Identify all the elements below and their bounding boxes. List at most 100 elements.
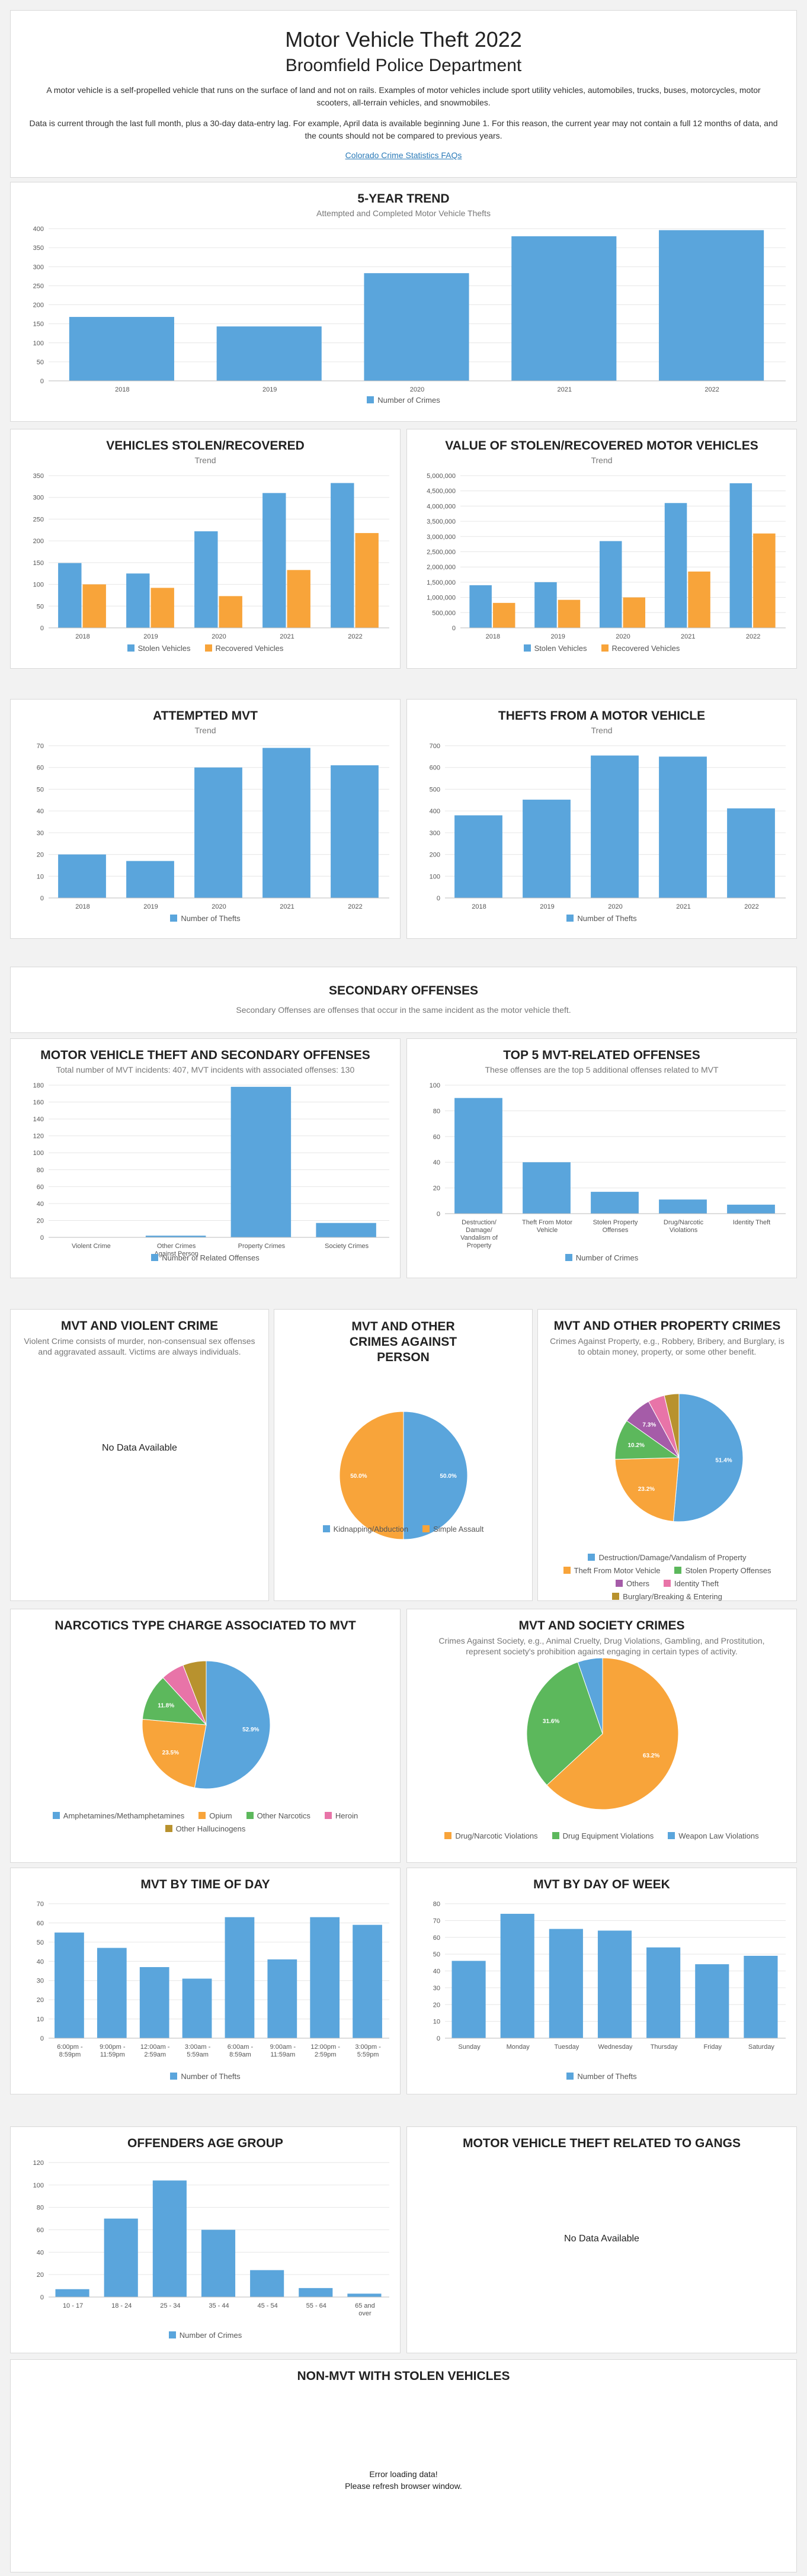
age-bar[interactable] [55, 2289, 89, 2297]
value-bar[interactable] [492, 602, 515, 628]
society-slice[interactable] [546, 1657, 679, 1810]
person-legend-item[interactable]: Kidnapping/Abduction [322, 1525, 408, 1534]
attempted-bar[interactable] [58, 854, 106, 898]
vehicles-bar[interactable] [262, 493, 286, 628]
narcotics-legend-item[interactable]: Other Narcotics [246, 1810, 310, 1823]
time_of_day-bar[interactable] [310, 1917, 340, 2038]
attempted-bar[interactable] [194, 767, 242, 898]
trend-bar[interactable] [659, 230, 764, 381]
value-bar[interactable] [729, 483, 752, 628]
day_of_week-bar[interactable] [451, 1961, 486, 2038]
value-legend-item[interactable]: Stolen Vehicles [523, 644, 587, 653]
time_of_day-bar[interactable] [139, 1967, 169, 2038]
property-legend-item[interactable]: Destruction/Damage/Vandalism of Property [588, 1551, 747, 1564]
time_of_day-bar[interactable] [55, 1932, 84, 2038]
time_of_day-bar[interactable] [267, 1959, 297, 2038]
age-bar[interactable] [250, 2270, 284, 2297]
day_of_week-bar[interactable] [646, 1947, 681, 2038]
vehicles-bar[interactable] [126, 573, 150, 628]
property-slice[interactable] [614, 1457, 680, 1522]
society-legend-item[interactable]: Drug/Narcotic Violations [444, 1831, 538, 1840]
property-slice[interactable] [673, 1393, 744, 1522]
vehicles-bar[interactable] [58, 563, 82, 628]
attempted-legend-item[interactable]: Number of Thefts [170, 914, 241, 923]
top5-bar[interactable] [659, 1199, 707, 1214]
person-slice[interactable] [403, 1411, 468, 1540]
value-bar[interactable] [623, 597, 646, 628]
narcotics-legend-item[interactable]: Amphetamines/Methamphetamines [52, 1810, 184, 1823]
time_of_day-legend-item[interactable]: Number of Thefts [170, 2072, 241, 2081]
time_of_day-bar[interactable] [225, 1917, 255, 2038]
faq-link[interactable]: Colorado Crime Statistics FAQs [345, 150, 462, 160]
day_of_week-bar[interactable] [597, 1930, 632, 2038]
time_of_day-bar[interactable] [182, 1978, 212, 2038]
vehicles-bar[interactable] [355, 532, 379, 628]
trend-bar[interactable] [364, 273, 469, 381]
top5-bar[interactable] [727, 1204, 775, 1214]
value-bar[interactable] [753, 533, 776, 628]
property-slice[interactable] [664, 1393, 680, 1458]
top5-bar[interactable] [523, 1162, 571, 1214]
narcotics-legend-item[interactable]: Opium [198, 1810, 232, 1823]
narcotics-legend-item[interactable]: Other Hallucinogens [165, 1823, 245, 1836]
property-legend-item[interactable]: Stolen Property Offenses [674, 1564, 771, 1577]
vehicles-legend-item[interactable]: Stolen Vehicles [127, 644, 191, 653]
narcotics-slice[interactable] [142, 1718, 207, 1788]
property-legend-item[interactable]: Theft From Motor Vehicle [563, 1564, 660, 1577]
society-slice[interactable] [577, 1657, 603, 1734]
trend-bar[interactable] [511, 236, 617, 381]
value-bar[interactable] [558, 599, 581, 628]
vehicles-bar[interactable] [287, 570, 310, 628]
property-legend-item[interactable]: Identity Theft [664, 1577, 719, 1590]
age-bar[interactable] [152, 2180, 187, 2297]
age-bar[interactable] [201, 2229, 236, 2298]
property-legend-item[interactable]: Others [616, 1577, 649, 1590]
time_of_day-bar[interactable] [353, 1924, 382, 2038]
age-legend-item[interactable]: Number of Crimes [168, 2331, 242, 2340]
thefts_from-legend-item[interactable]: Number of Thefts [566, 914, 637, 923]
vehicles-bar[interactable] [194, 531, 218, 628]
mvt_secondary-bar[interactable] [230, 1086, 292, 1237]
thefts_from-bar[interactable] [659, 756, 707, 898]
narcotics-slice[interactable] [142, 1677, 207, 1725]
attempted-bar[interactable] [262, 748, 310, 898]
attempted-bar[interactable] [331, 765, 379, 898]
time_of_day-bar[interactable] [97, 1948, 127, 2038]
society-legend-item[interactable]: Weapon Law Violations [668, 1831, 759, 1840]
vehicles-bar[interactable] [150, 588, 174, 628]
narcotics-legend-item[interactable]: Heroin [324, 1810, 358, 1823]
trend-legend-item[interactable]: Number of Crimes [367, 396, 440, 405]
day_of_week-bar[interactable] [500, 1914, 534, 2038]
mvt_secondary-bar[interactable] [316, 1223, 376, 1237]
attempted-bar[interactable] [126, 861, 174, 898]
top5-bar[interactable] [454, 1098, 502, 1214]
vehicles-legend-item[interactable]: Recovered Vehicles [204, 644, 283, 653]
age-bar[interactable] [104, 2218, 138, 2297]
day_of_week-bar[interactable] [549, 1929, 583, 2038]
day_of_week-bar[interactable] [695, 1964, 729, 2038]
value-bar[interactable] [469, 585, 492, 628]
age-bar[interactable] [299, 2288, 333, 2297]
top5-bar[interactable] [591, 1192, 639, 1214]
person-slice[interactable] [339, 1411, 404, 1540]
property-legend-item[interactable]: Burglary/Breaking & Entering [612, 1590, 722, 1603]
mvt_secondary-bar[interactable] [145, 1236, 206, 1237]
value-bar[interactable] [688, 571, 710, 628]
society-slice[interactable] [526, 1661, 603, 1786]
society-legend-item[interactable]: Drug Equipment Violations [552, 1831, 654, 1840]
value-legend-item[interactable]: Recovered Vehicles [601, 644, 680, 653]
thefts_from-bar[interactable] [523, 800, 571, 898]
top5-legend-item[interactable]: Number of Crimes [565, 1253, 638, 1262]
trend-bar[interactable] [69, 317, 174, 381]
narcotics-slice[interactable] [194, 1660, 271, 1789]
day_of_week-bar[interactable] [744, 1955, 778, 2038]
value-bar[interactable] [534, 582, 557, 628]
thefts_from-bar[interactable] [727, 808, 775, 898]
vehicles-bar[interactable] [219, 596, 242, 628]
day_of_week-legend-item[interactable]: Number of Thefts [566, 2072, 637, 2081]
person-legend-item[interactable]: Simple Assault [422, 1525, 483, 1534]
value-bar[interactable] [599, 541, 622, 628]
value-bar[interactable] [664, 503, 687, 628]
narcotics-slice[interactable] [182, 1660, 207, 1725]
thefts_from-bar[interactable] [454, 815, 502, 898]
